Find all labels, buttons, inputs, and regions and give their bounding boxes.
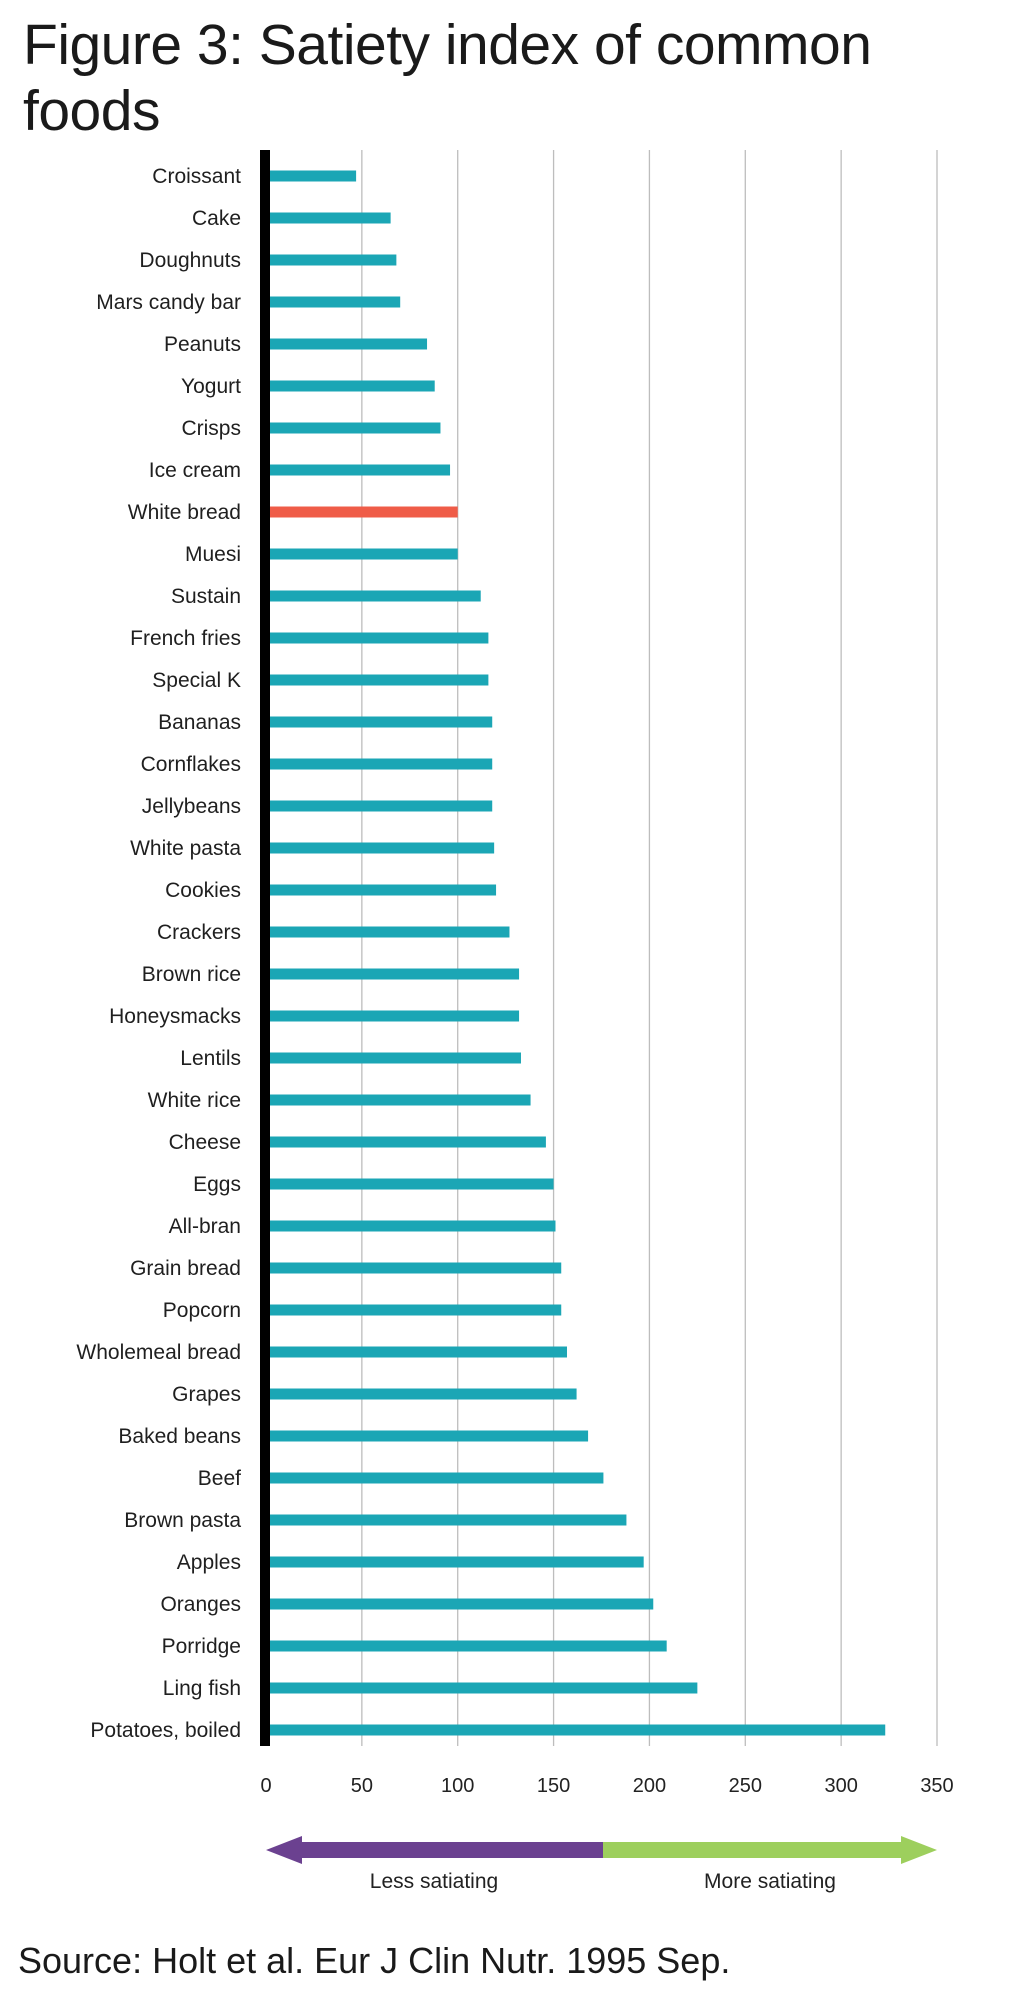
category-label: Porridge <box>162 1635 241 1658</box>
bar-white-pasta <box>266 842 495 854</box>
bar-croissant <box>266 170 357 182</box>
bar-brown-pasta <box>266 1514 627 1526</box>
category-label: Cheese <box>169 1131 241 1154</box>
category-label: Special K <box>152 669 241 692</box>
bars <box>266 170 886 1736</box>
bar-eggs <box>266 1178 554 1190</box>
bar-porridge <box>266 1640 667 1652</box>
bar-crackers <box>266 926 510 938</box>
bar-baked-beans <box>266 1430 589 1442</box>
bar-doughnuts <box>266 254 397 266</box>
category-label: Cookies <box>165 879 241 902</box>
bar-potatoes-boiled <box>266 1724 886 1736</box>
bar-cornflakes <box>266 758 493 770</box>
bar-lentils <box>266 1052 521 1064</box>
bar-brown-rice <box>266 968 520 980</box>
x-tick-label: 50 <box>351 1775 373 1797</box>
bar-beef <box>266 1472 604 1484</box>
x-tick-label: 350 <box>920 1775 953 1797</box>
less-satiating-label: Less satiating <box>370 1870 498 1893</box>
category-label: Crackers <box>157 921 241 944</box>
x-tick-label: 250 <box>729 1775 762 1797</box>
gridlines <box>361 150 938 1746</box>
category-label: Ice cream <box>149 459 241 482</box>
satiety-direction-arrow: Less satiating More satiating <box>266 1836 937 1893</box>
category-labels: Croissant Cake Doughnuts Mars candy bar Pean… <box>76 165 241 1742</box>
category-label: Doughnuts <box>139 249 241 272</box>
category-label: Cornflakes <box>141 753 241 776</box>
bar-french-fries <box>266 632 489 644</box>
category-label: Brown pasta <box>124 1509 241 1532</box>
category-label: Ling fish <box>163 1677 241 1700</box>
x-tick-label: 200 <box>633 1775 666 1797</box>
source-citation: Source: Holt et al. Eur J Clin Nutr. 199… <box>18 1940 731 1981</box>
more-satiating-label: More satiating <box>704 1870 836 1893</box>
category-label: Beef <box>198 1467 241 1490</box>
category-label: White bread <box>128 501 241 524</box>
category-label: Cake <box>192 207 241 230</box>
bar-grain-bread <box>266 1262 562 1274</box>
category-label: Bananas <box>158 711 241 734</box>
bar-cookies <box>266 884 497 896</box>
less-satiating-arrow <box>266 1836 603 1864</box>
bar-white-bread <box>266 506 458 518</box>
bar-cake <box>266 212 391 224</box>
bar-popcorn <box>266 1304 562 1316</box>
x-tick-label: 150 <box>537 1775 570 1797</box>
category-label: All-bran <box>169 1215 241 1238</box>
category-label: Potatoes, boiled <box>90 1719 241 1742</box>
category-label: Honeysmacks <box>109 1005 241 1028</box>
category-label: Sustain <box>171 585 241 608</box>
category-label: White rice <box>148 1089 241 1112</box>
bar-cheese <box>266 1136 546 1148</box>
x-tick-label: 0 <box>260 1775 271 1797</box>
x-axis-ticks: 0 50 100 150 200 250 300 350 <box>260 1775 953 1797</box>
category-label: Mars candy bar <box>96 291 241 314</box>
bar-honeysmacks <box>266 1010 520 1022</box>
bar-special-k <box>266 674 489 686</box>
category-label: Jellybeans <box>142 795 241 818</box>
category-label: French fries <box>130 627 241 650</box>
category-label: White pasta <box>130 837 241 860</box>
category-label: Muesi <box>185 543 241 566</box>
bar-muesi <box>266 548 458 560</box>
category-label: Grapes <box>172 1383 241 1406</box>
bar-sustain <box>266 590 481 602</box>
bar-apples <box>266 1556 644 1568</box>
category-label: Peanuts <box>164 333 241 356</box>
bar-wholemeal-bread <box>266 1346 567 1358</box>
bar-grapes <box>266 1388 577 1400</box>
category-label: Popcorn <box>163 1299 241 1322</box>
bar-peanuts <box>266 338 428 350</box>
category-label: Croissant <box>152 165 241 188</box>
bar-bananas <box>266 716 493 728</box>
category-label: Eggs <box>193 1173 241 1196</box>
y-axis-line <box>260 150 270 1746</box>
bar-jellybeans <box>266 800 493 812</box>
category-label: Apples <box>177 1551 241 1574</box>
category-label: Wholemeal bread <box>76 1341 241 1364</box>
category-label: Lentils <box>180 1047 241 1070</box>
category-label: Crisps <box>181 417 241 440</box>
category-label: Oranges <box>160 1593 241 1616</box>
x-tick-label: 300 <box>824 1775 857 1797</box>
chart-title: Figure 3: Satiety index of common foods <box>23 13 872 143</box>
satiety-bar-chart: Croissant Cake Doughnuts Mars candy bar Pean… <box>76 150 954 1893</box>
category-label: Grain bread <box>130 1257 241 1280</box>
category-label: Baked beans <box>118 1425 241 1448</box>
bar-all-bran <box>266 1220 556 1232</box>
more-satiating-arrow <box>603 1836 937 1864</box>
bar-ice-cream <box>266 464 451 476</box>
category-label: Brown rice <box>142 963 241 986</box>
bar-oranges <box>266 1598 654 1610</box>
bar-crisps <box>266 422 441 434</box>
bar-white-rice <box>266 1094 531 1106</box>
category-label: Yogurt <box>181 375 241 398</box>
bar-yogurt <box>266 380 435 392</box>
x-tick-label: 100 <box>441 1775 474 1797</box>
bar-mars-candy-bar <box>266 296 401 308</box>
bar-ling-fish <box>266 1682 698 1694</box>
